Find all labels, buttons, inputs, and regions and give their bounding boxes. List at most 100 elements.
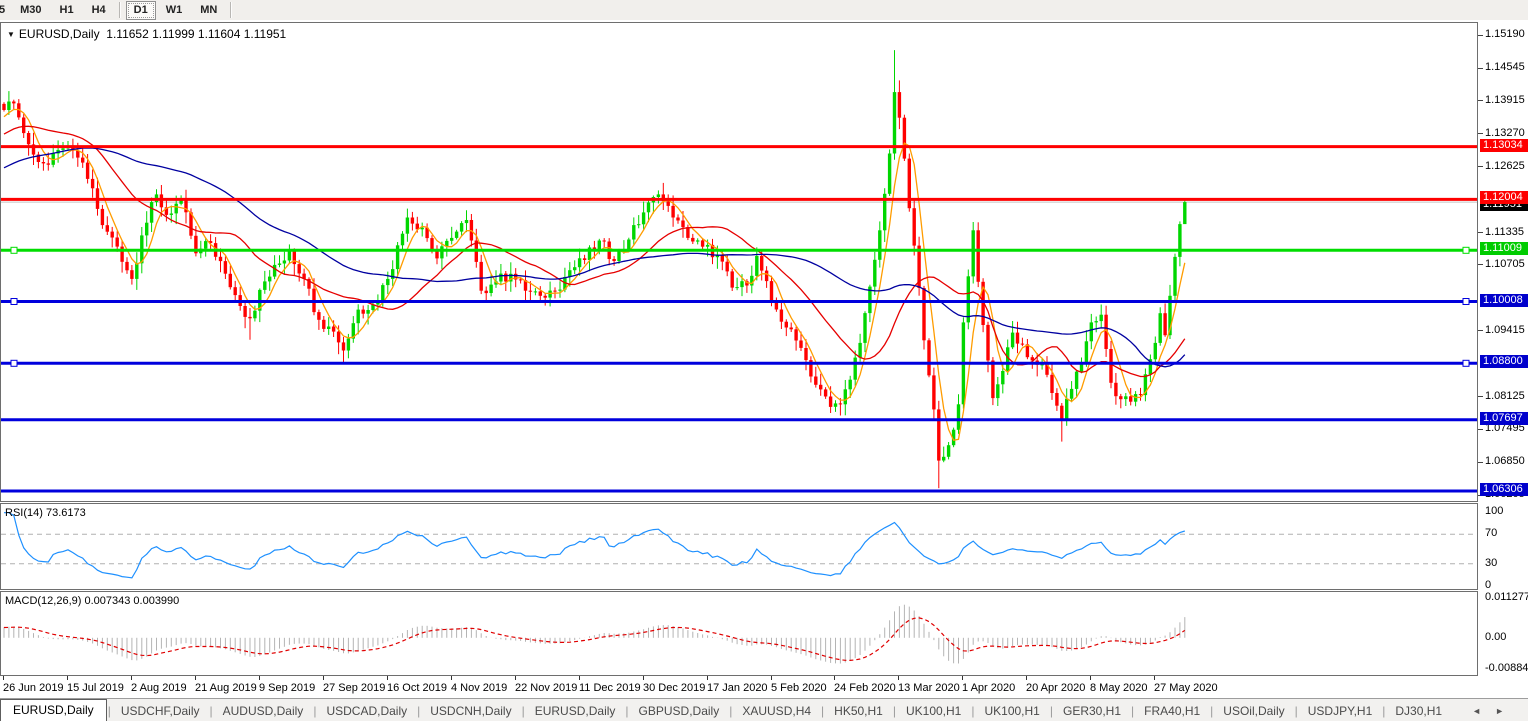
chart-tab-xauusd-h4[interactable]: XAUUSD,H4: [742, 704, 812, 718]
timeframe-m30-button[interactable]: M30: [20, 3, 42, 16]
collapse-arrow-icon[interactable]: ▼: [7, 30, 15, 39]
chart-tab-dj30-h1[interactable]: DJ30,H1: [1395, 704, 1443, 718]
price-axis-tick: [1478, 462, 1483, 463]
rsi-indicator-pane[interactable]: RSI(14) 73.6173: [0, 503, 1478, 590]
price-axis-label: 1.10705: [1485, 258, 1525, 270]
rsi-line: [4, 512, 1185, 579]
chart-tab-uk100-h1[interactable]: UK100,H1: [984, 704, 1040, 718]
time-axis-label: 16 Oct 2019: [387, 682, 447, 694]
tab-separator: |: [892, 704, 896, 718]
price-axis-label: 1.07495: [1485, 422, 1525, 434]
line-handle[interactable]: [10, 359, 18, 367]
rsi-axis-label: 100: [1485, 505, 1504, 517]
tab-separator: |: [313, 704, 317, 718]
chart-tab-gbpusd-daily[interactable]: GBPUSD,Daily: [638, 704, 720, 718]
time-axis-label: 9 Sep 2019: [259, 682, 316, 694]
price-chart-pane[interactable]: ▼ EURUSD,Daily 1.11652 1.11999 1.11604 1.…: [0, 22, 1478, 502]
time-axis-tick: [515, 676, 516, 680]
timeframe-toolbar: 5 M30 H1 H4 D1 W1 MN: [0, 0, 1528, 21]
rsi-axis-label: 30: [1485, 557, 1498, 569]
timeframe-d1-button[interactable]: D1: [125, 0, 156, 20]
chart-tab-usdchf-daily[interactable]: USDCHF,Daily: [120, 704, 200, 718]
chart-tab-eurusd-daily[interactable]: EURUSD,Daily: [0, 699, 107, 721]
macd-label: MACD(12,26,9) 0.007343 0.003990: [5, 595, 180, 607]
time-axis-label: 4 Nov 2019: [451, 682, 508, 694]
chart-tab-uk100-h1[interactable]: UK100,H1: [905, 704, 962, 718]
timeframe-h4-button[interactable]: H4: [91, 3, 106, 16]
timeframe-m15-button[interactable]: 5: [0, 3, 6, 16]
chart-tab-hk50-h1[interactable]: HK50,H1: [834, 704, 883, 718]
tab-scroll-left-icon[interactable]: ◄: [1472, 706, 1496, 716]
macd-indicator-pane[interactable]: MACD(12,26,9) 0.007343 0.003990: [0, 591, 1478, 676]
timeframe-mn-button[interactable]: MN: [200, 3, 218, 16]
tab-separator: |: [417, 704, 421, 718]
rsi-axis-label: 70: [1485, 527, 1498, 539]
tab-separator: |: [1131, 704, 1135, 718]
time-axis-tick: [67, 676, 68, 680]
chart-tab-usoil-daily[interactable]: USOil,Daily: [1223, 704, 1285, 718]
chart-tab-usdcad-daily[interactable]: USDCAD,Daily: [326, 704, 408, 718]
tab-scroll-right-icon[interactable]: ►: [1495, 706, 1518, 716]
price-axis-tick: [1478, 35, 1483, 36]
line-handle[interactable]: [10, 246, 18, 254]
price-axis-tick: [1478, 330, 1483, 331]
price-axis[interactable]: 1.15190 1.14545 1.13915 1.13270 1.12625 1.113…: [1478, 22, 1528, 698]
time-axis-tick: [579, 676, 580, 680]
time-axis-tick: [834, 676, 835, 680]
time-axis-tick: [1154, 676, 1155, 680]
candles-layer: [2, 50, 1187, 489]
macd-axis-label: -0.00884: [1485, 662, 1528, 674]
timeframe-h1-button[interactable]: H1: [59, 3, 74, 16]
price-axis-tick: [1478, 264, 1483, 265]
timeframe-w1-button[interactable]: W1: [165, 3, 183, 16]
time-axis-label: 15 Jul 2019: [67, 682, 124, 694]
chart-tab-usdcnh-daily[interactable]: USDCNH,Daily: [430, 704, 512, 718]
rsi-axis-label: 0: [1485, 579, 1492, 591]
time-axis-tick: [3, 676, 4, 680]
price-axis-tick: [1478, 396, 1483, 397]
tab-separator: |: [971, 704, 975, 718]
time-axis-tick: [131, 676, 132, 680]
moving-average-20-line: [3, 125, 1186, 378]
price-axis-tick: [1478, 166, 1483, 167]
tab-separator: |: [209, 704, 213, 718]
tab-separator: |: [1049, 704, 1053, 718]
price-axis-tick: [1478, 232, 1483, 233]
time-axis-tick: [962, 676, 963, 680]
price-axis-label: 1.13915: [1485, 94, 1525, 106]
price-axis-label: 1.06850: [1485, 455, 1525, 467]
candlestick-chart-canvas[interactable]: [1, 23, 1477, 501]
line-handle[interactable]: [10, 298, 18, 305]
price-axis-label: 1.14545: [1485, 61, 1525, 73]
tab-separator: |: [1382, 704, 1386, 718]
time-axis-label: 8 May 2020: [1090, 682, 1148, 694]
tab-separator: |: [729, 704, 733, 718]
time-axis-tick: [1090, 676, 1091, 680]
macd-histogram: [3, 604, 1186, 664]
chart-tab-ger30-h1[interactable]: GER30,H1: [1062, 704, 1122, 718]
chart-tab-bar: EURUSD,Daily | USDCHF,Daily | AUDUSD,Daily | U…: [0, 698, 1528, 721]
rsi-chart-canvas[interactable]: [1, 504, 1477, 589]
price-axis-tick: [1478, 429, 1483, 430]
chart-tab-usdjpy-h1[interactable]: USDJPY,H1: [1307, 704, 1373, 718]
time-axis-label: 24 Feb 2020: [834, 682, 896, 694]
chart-tab-eurusd-daily[interactable]: EURUSD,Daily: [534, 704, 616, 718]
line-handle[interactable]: [1462, 246, 1470, 254]
chart-tab-fra40-h1[interactable]: FRA40,H1: [1144, 704, 1201, 718]
time-axis-label: 22 Nov 2019: [515, 682, 578, 694]
level-price-badge-1.07697: 1.07697: [1480, 412, 1528, 425]
tab-separator: |: [521, 704, 525, 718]
level-price-badge-1.12004: 1.12004: [1480, 191, 1528, 204]
time-axis-tick: [1026, 676, 1027, 680]
tab-separator: |: [1294, 704, 1298, 718]
time-axis[interactable]: 26 Jun 2019 15 Jul 2019 2 Aug 2019 21 Aug 2…: [0, 676, 1478, 698]
time-axis-label: 20 Apr 2020: [1026, 682, 1086, 694]
macd-chart-canvas[interactable]: [1, 592, 1477, 675]
price-axis-tick: [1478, 100, 1483, 101]
chart-header: ▼ EURUSD,Daily 1.11652 1.11999 1.11604 1.…: [7, 27, 286, 41]
line-handle[interactable]: [1462, 359, 1470, 367]
time-axis-tick: [707, 676, 708, 680]
chart-tab-audusd-daily[interactable]: AUDUSD,Daily: [222, 704, 304, 718]
level-price-badge-1.08800: 1.08800: [1480, 355, 1528, 368]
line-handle[interactable]: [1462, 298, 1470, 305]
